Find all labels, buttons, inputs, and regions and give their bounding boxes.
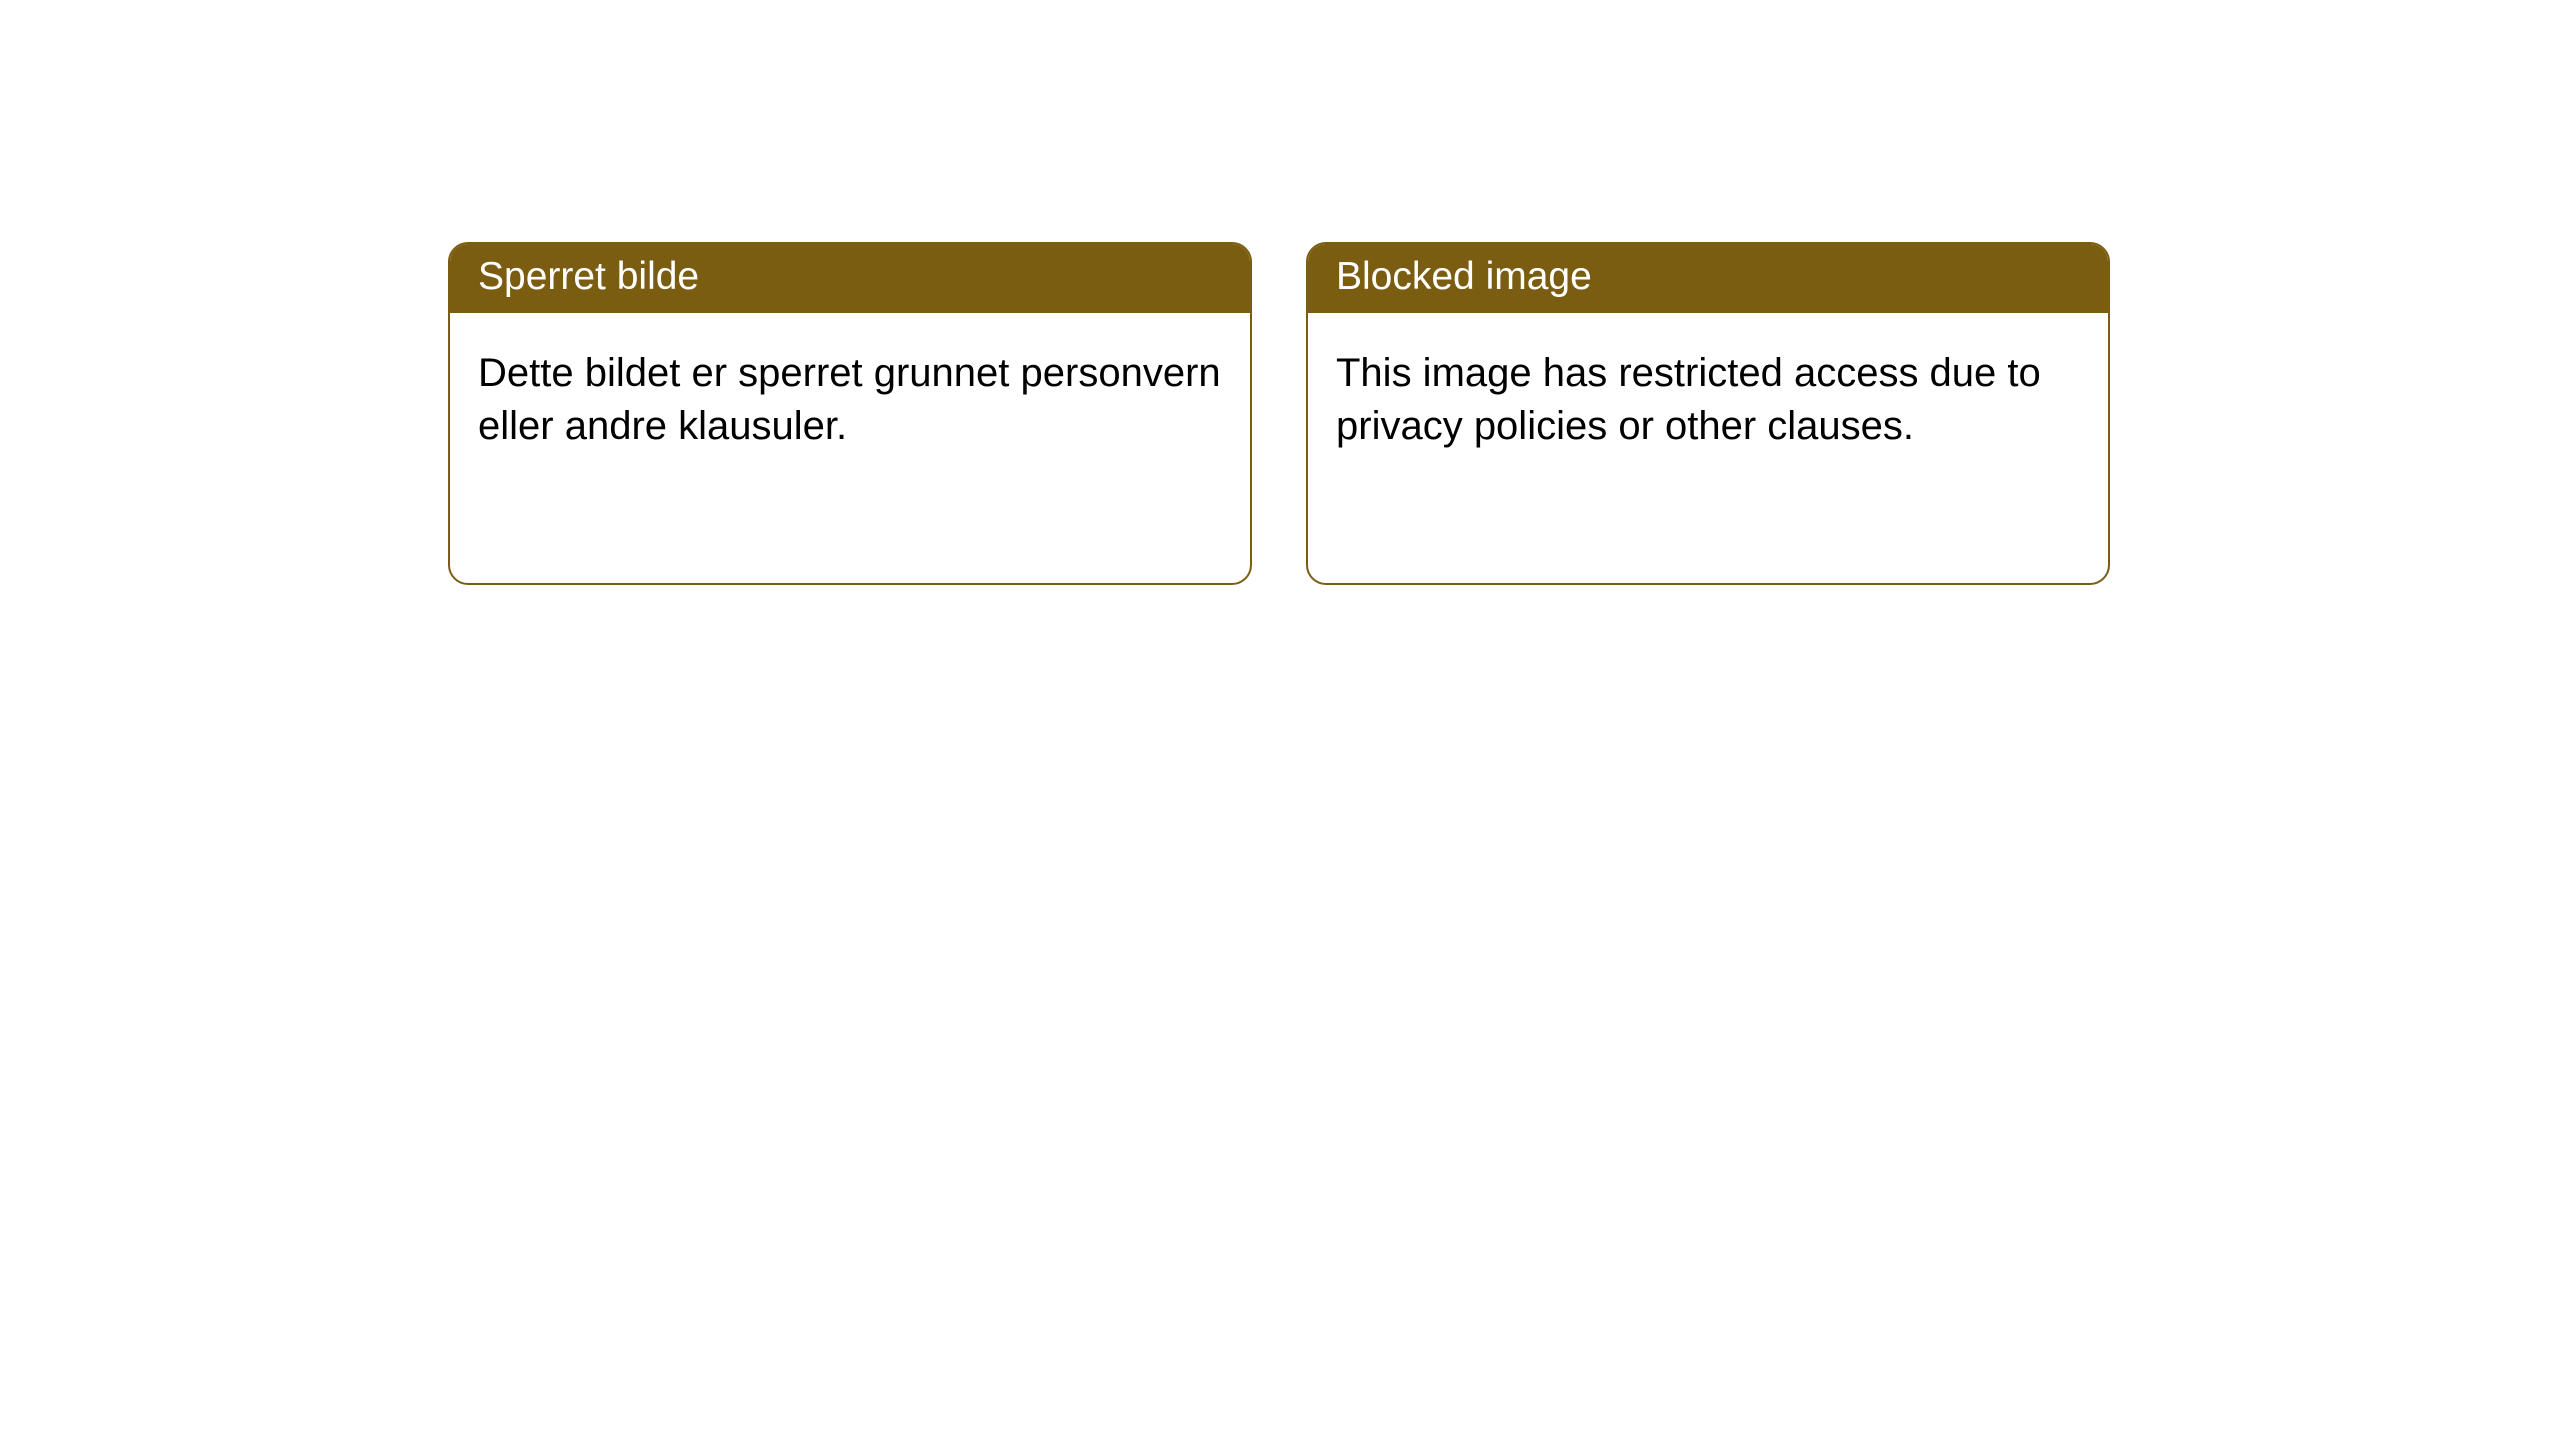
notice-body-no: Dette bildet er sperret grunnet personve…: [450, 313, 1250, 583]
notice-title-no: Sperret bilde: [450, 244, 1250, 313]
notice-title-en: Blocked image: [1308, 244, 2108, 313]
notice-card-en: Blocked image This image has restricted …: [1306, 242, 2110, 585]
notice-body-en: This image has restricted access due to …: [1308, 313, 2108, 583]
notice-card-no: Sperret bilde Dette bildet er sperret gr…: [448, 242, 1252, 585]
notice-container: Sperret bilde Dette bildet er sperret gr…: [0, 0, 2560, 585]
